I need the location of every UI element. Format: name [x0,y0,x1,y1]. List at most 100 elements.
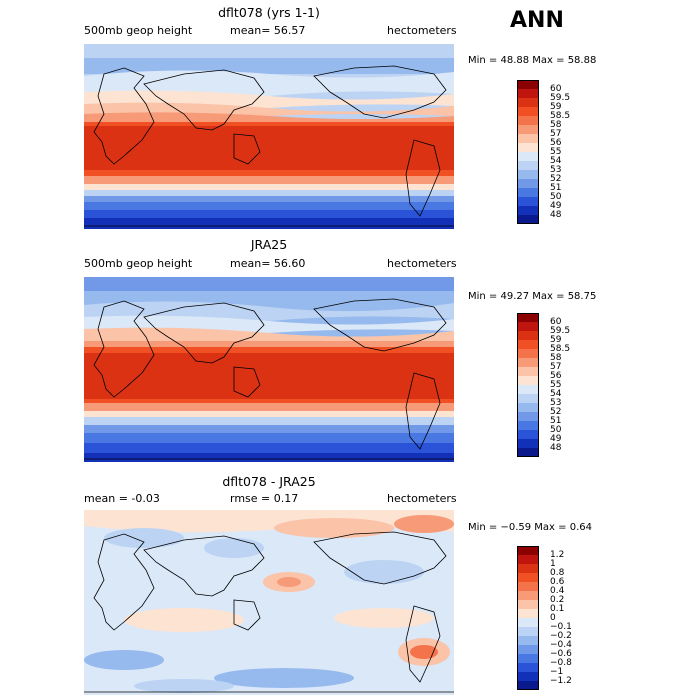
panel-1-mean: mean= 56.57 [230,24,306,37]
colorbar-swatch [517,80,539,90]
colorbar-tick-label: 0.6 [550,576,565,587]
colorbar-swatch [517,349,539,359]
colorbar-tick-label: 49 [550,433,562,444]
panel-3-rmse: rmse = 0.17 [230,492,299,505]
panel-1-title: dflt078 (yrs 1-1) [218,5,320,20]
panel-3-units: hectometers [387,492,457,505]
colorbar-swatch [517,394,539,404]
colorbar-tick-label: 1 [550,558,556,569]
colorbar-swatch [517,197,539,207]
panel-2-colorbar [517,313,539,458]
colorbar-tick-label: 55 [550,379,562,390]
colorbar-swatch [517,215,539,225]
colorbar-swatch [517,116,539,126]
panel-3-title: dflt078 - JRA25 [222,474,316,489]
colorbar-swatch [517,681,539,691]
panel-3-minmax: Min = −0.59 Max = 0.64 [468,522,592,533]
panel-1-coastlines [84,65,454,227]
colorbar-tick-label: 58.5 [550,110,571,121]
colorbar-swatch [517,313,539,323]
season-label: ANN [510,8,564,33]
colorbar-tick-label: 49 [550,200,562,211]
colorbar-swatch [517,663,539,673]
panel-3-colorbar [517,546,539,691]
colorbar-tick-label: −0.2 [550,630,572,641]
colorbar-tick-label: 1.2 [550,549,565,560]
colorbar-swatch [517,430,539,440]
colorbar-swatch [517,170,539,180]
panel-1-units: hectometers [387,24,457,37]
colorbar-swatch [517,421,539,431]
colorbar-swatch [517,654,539,664]
colorbar-tick-label: 53 [550,397,562,408]
colorbar-tick-label: 52 [550,406,562,417]
colorbar-tick-label: −0.4 [550,639,572,650]
colorbar-swatch [517,143,539,153]
colorbar-tick-label: 52 [550,173,562,184]
panel-2-mean: mean= 56.60 [230,257,306,270]
colorbar-tick-label: 58 [550,119,562,130]
colorbar-tick-label: −0.1 [550,621,572,632]
colorbar-tick-label: 51 [550,182,562,193]
panel-3-coastlines [84,531,454,693]
panel-2-units: hectometers [387,257,457,270]
colorbar-swatch [517,564,539,574]
colorbar-swatch [517,358,539,368]
panel-1-minmax: Min = 48.88 Max = 58.88 [468,55,597,66]
panel-2-map [84,277,454,462]
colorbar-tick-label: 55 [550,146,562,157]
colorbar-tick-label: 0.8 [550,567,565,578]
colorbar-swatch [517,591,539,601]
colorbar-tick-label: 0.4 [550,585,565,596]
panel-3-map [84,510,454,695]
colorbar-tick-label: 0 [550,612,556,623]
colorbar-swatch [517,439,539,449]
colorbar-tick-label: 59 [550,101,562,112]
colorbar-tick-label: 0.1 [550,603,565,614]
panel-1-colorbar [517,80,539,225]
colorbar-swatch [517,618,539,628]
colorbar-tick-label: 0.2 [550,594,565,605]
colorbar-tick-label: 58 [550,352,562,363]
colorbar-swatch [517,98,539,108]
colorbar-swatch [517,340,539,350]
colorbar-swatch [517,546,539,556]
colorbar-swatch [517,89,539,99]
colorbar-tick-label: 57 [550,361,562,372]
colorbar-swatch [517,645,539,655]
colorbar-tick-label: 48 [550,209,562,220]
colorbar-swatch [517,367,539,377]
colorbar-tick-label: 54 [550,155,562,166]
panel-1-variable: 500mb geop height [84,24,193,37]
colorbar-swatch [517,609,539,619]
panel-3-mean: mean = -0.03 [84,492,160,505]
colorbar-tick-label: 48 [550,442,562,453]
colorbar-swatch [517,125,539,135]
colorbar-swatch [517,600,539,610]
colorbar-swatch [517,322,539,332]
colorbar-swatch [517,403,539,413]
panel-2-minmax: Min = 49.27 Max = 58.75 [468,291,597,302]
colorbar-swatch [517,582,539,592]
colorbar-swatch [517,206,539,216]
colorbar-swatch [517,448,539,458]
colorbar-tick-label: 56 [550,370,562,381]
colorbar-swatch [517,555,539,565]
colorbar-tick-label: 60 [550,316,562,327]
panel-1-map [84,44,454,229]
colorbar-swatch [517,179,539,189]
colorbar-swatch [517,188,539,198]
colorbar-swatch [517,412,539,422]
colorbar-tick-label: 59 [550,334,562,345]
colorbar-tick-label: −0.8 [550,657,572,668]
colorbar-tick-label: 59.5 [550,325,571,336]
colorbar-tick-label: 54 [550,388,562,399]
colorbar-swatch [517,385,539,395]
panel-2-coastlines [84,298,454,460]
colorbar-tick-label: 53 [550,164,562,175]
colorbar-tick-label: 51 [550,415,562,426]
colorbar-tick-label: 56 [550,137,562,148]
panel-2-title: JRA25 [250,237,288,252]
colorbar-swatch [517,161,539,171]
colorbar-tick-label: 60 [550,83,562,94]
